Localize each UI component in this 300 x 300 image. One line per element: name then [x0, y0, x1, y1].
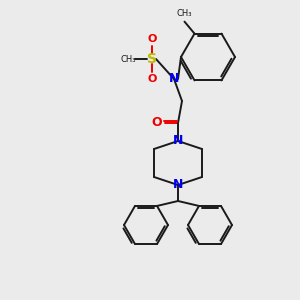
- Text: O: O: [147, 74, 157, 84]
- Text: N: N: [173, 178, 183, 191]
- Text: CH₃: CH₃: [120, 55, 136, 64]
- Text: N: N: [173, 134, 183, 148]
- Text: CH₃: CH₃: [177, 9, 192, 18]
- Text: O: O: [147, 34, 157, 44]
- Text: O: O: [152, 116, 162, 130]
- Text: S: S: [147, 52, 157, 66]
- Text: N: N: [169, 73, 179, 85]
